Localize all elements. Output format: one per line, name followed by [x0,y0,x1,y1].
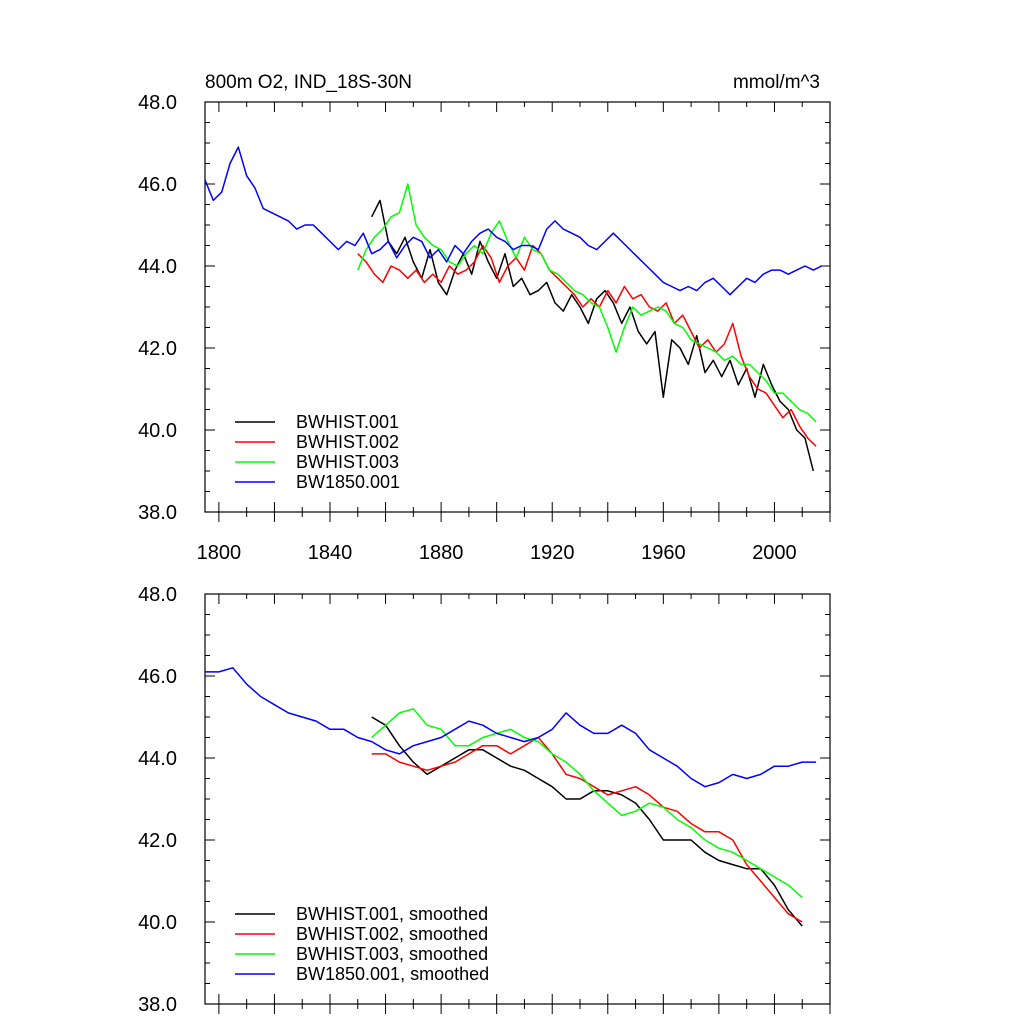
top-panel-units: mmol/m^3 [733,72,820,93]
bottom-series-4-line [205,667,817,788]
bottom-series-1-line [371,716,803,927]
y-tick-label: 44.0 [138,748,177,770]
y-tick-label: 42.0 [138,338,177,360]
top-series-3-line [357,183,817,423]
top-legend-label-4: BW1850.001 [296,472,400,492]
x-tick-label: 2000 [752,542,797,564]
x-tick-label: 1800 [197,542,242,564]
y-tick-label: 40.0 [138,912,177,934]
top-panel-ticks: 38.0 40.0 42.0 44.0 46.0 48.0 1800 1840 1880 1920… [138,92,831,564]
bottom-legend-label-2: BWHIST.002, smoothed [296,924,488,944]
y-tick-label: 44.0 [138,256,177,278]
top-panel-series [204,146,823,472]
bottom-legend-label-1: BWHIST.001, smoothed [296,904,488,924]
top-series-4-line [204,146,823,296]
top-legend-label-3: BWHIST.003 [296,452,399,472]
y-tick-label: 46.0 [138,174,177,196]
bottom-panel-ticks: 38.0 40.0 42.0 44.0 46.0 48.0 [138,584,831,1016]
bottom-panel: 38.0 40.0 42.0 44.0 46.0 48.0 BWHIST.001, smo… [138,584,831,1016]
y-tick-label: 40.0 [138,420,177,442]
y-tick-label: 48.0 [138,584,177,606]
bottom-series-3-line [371,708,803,898]
top-legend-label-2: BWHIST.002 [296,432,399,452]
y-tick-label: 46.0 [138,666,177,688]
top-panel-title: 800m O2, IND_18S-30N [205,72,412,93]
y-tick-label: 38.0 [138,994,177,1016]
bottom-panel-series [205,667,817,927]
top-series-2-line [357,244,817,447]
bottom-legend-label-4: BW1850.001, smoothed [296,964,489,984]
y-tick-label: 38.0 [138,502,177,524]
bottom-series-2-line [371,736,803,923]
top-legend-label-1: BWHIST.001 [296,412,399,432]
x-tick-label: 1920 [530,542,575,564]
y-tick-label: 42.0 [138,830,177,852]
top-panel: 800m O2, IND_18S-30N mmol/m^3 38.0 40.0 42… [138,72,831,564]
x-tick-label: 1840 [308,542,353,564]
top-series-1-line [371,199,815,472]
bottom-legend-label-3: BWHIST.003, smoothed [296,944,488,964]
x-tick-label: 1880 [419,542,464,564]
x-tick-label: 1960 [641,542,686,564]
y-tick-label: 48.0 [138,92,177,114]
